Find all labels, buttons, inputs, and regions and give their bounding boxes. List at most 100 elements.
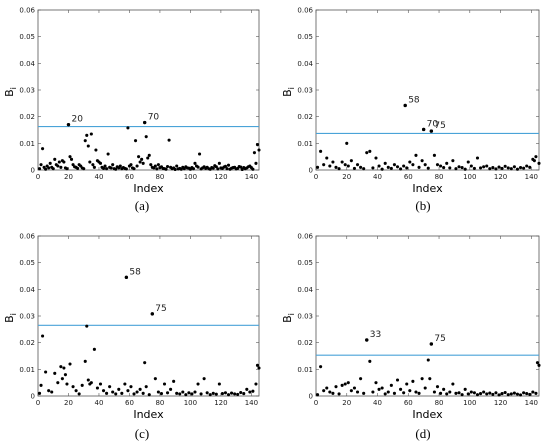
data-point <box>59 165 63 169</box>
data-point <box>120 391 124 395</box>
data-point <box>60 377 64 381</box>
data-point <box>345 141 349 145</box>
data-point <box>106 152 110 156</box>
y-tick-label: 0.05 <box>19 33 35 41</box>
annotated-point <box>429 129 434 133</box>
data-point <box>537 161 541 165</box>
point-annotation: 33 <box>370 330 381 340</box>
x-tick-label: 40 <box>373 399 382 407</box>
data-point <box>315 393 320 397</box>
data-point <box>117 387 121 391</box>
y-tick-label: 0.01 <box>19 366 35 374</box>
y-axis-label-group: Bi <box>3 313 18 323</box>
data-point <box>448 166 452 170</box>
y-tick-label: 0.01 <box>19 140 35 148</box>
data-point <box>522 391 526 395</box>
x-tick-label: 20 <box>342 399 351 407</box>
data-point <box>133 139 138 143</box>
data-point <box>239 390 243 395</box>
data-point <box>346 381 350 385</box>
data-point <box>132 392 136 396</box>
data-point <box>83 139 87 143</box>
data-point <box>435 163 440 167</box>
y-axis-label-sub: i <box>287 87 296 89</box>
data-point <box>159 392 164 396</box>
data-point <box>111 163 115 167</box>
y-axis-label-main: B <box>3 315 16 323</box>
data-point <box>340 383 344 387</box>
data-point <box>56 381 60 385</box>
x-tick-label: 20 <box>64 399 73 407</box>
data-point <box>50 390 54 394</box>
data-point <box>392 391 396 395</box>
data-point <box>153 164 157 168</box>
data-point <box>236 392 240 396</box>
point-annotation: 58 <box>129 267 141 277</box>
data-point <box>82 167 86 171</box>
data-point <box>193 390 197 394</box>
y-tick-label: 0.05 <box>19 259 35 267</box>
data-point <box>482 390 486 394</box>
y-tick-label: 0.06 <box>19 7 35 15</box>
y-tick-label: 0.03 <box>297 87 313 95</box>
data-point <box>156 390 160 394</box>
data-point <box>172 379 176 383</box>
y-axis-label-main: B <box>281 89 294 97</box>
data-point <box>135 164 139 168</box>
x-tick-label: 20 <box>64 173 73 181</box>
data-point <box>138 387 142 391</box>
data-point <box>479 166 483 170</box>
data-point <box>377 164 381 168</box>
data-point <box>435 385 440 389</box>
data-point <box>147 393 151 397</box>
data-point <box>137 155 141 159</box>
point-annotation: 75 <box>155 304 166 314</box>
data-point <box>47 389 51 393</box>
data-point <box>44 370 48 374</box>
y-tick-label: 0.03 <box>19 313 35 321</box>
data-point <box>51 167 55 171</box>
x-tick-label: 80 <box>435 399 444 407</box>
data-point <box>39 163 43 167</box>
data-point <box>257 148 261 152</box>
data-point <box>395 378 400 382</box>
y-tick-label: 0.04 <box>19 60 35 68</box>
x-tick-label: 60 <box>404 173 413 181</box>
data-point <box>503 390 507 395</box>
data-point <box>37 391 42 395</box>
x-tick-label: 140 <box>245 173 258 181</box>
y-axis-label-sub: i <box>287 313 296 315</box>
y-axis-label-sub: i <box>9 87 18 89</box>
data-point <box>420 159 424 163</box>
y-tick-label: 0.02 <box>19 339 35 347</box>
data-point <box>445 161 449 165</box>
x-tick-label: 60 <box>125 399 134 407</box>
data-point <box>144 385 148 389</box>
data-point <box>59 365 63 369</box>
data-point <box>525 164 529 168</box>
y-tick-label: 0.05 <box>297 33 313 41</box>
data-point <box>371 390 375 394</box>
data-point <box>68 362 72 366</box>
data-point <box>156 163 160 167</box>
data-point <box>103 164 107 168</box>
data-point <box>193 161 197 165</box>
data-point <box>349 159 353 163</box>
data-point <box>343 382 347 386</box>
data-point <box>223 391 228 395</box>
data-point <box>74 389 78 393</box>
data-point <box>319 365 323 369</box>
data-point <box>386 390 390 394</box>
data-point <box>147 153 151 157</box>
data-point <box>62 160 66 164</box>
data-point <box>149 163 153 167</box>
data-point <box>251 389 255 393</box>
data-point <box>47 166 51 170</box>
y-tick-label: 0.04 <box>19 286 35 294</box>
data-point <box>138 160 142 164</box>
data-point <box>525 392 529 396</box>
y-tick-label: 0 <box>309 167 313 175</box>
data-point <box>522 166 526 170</box>
data-point <box>451 382 455 386</box>
data-point <box>254 161 258 165</box>
